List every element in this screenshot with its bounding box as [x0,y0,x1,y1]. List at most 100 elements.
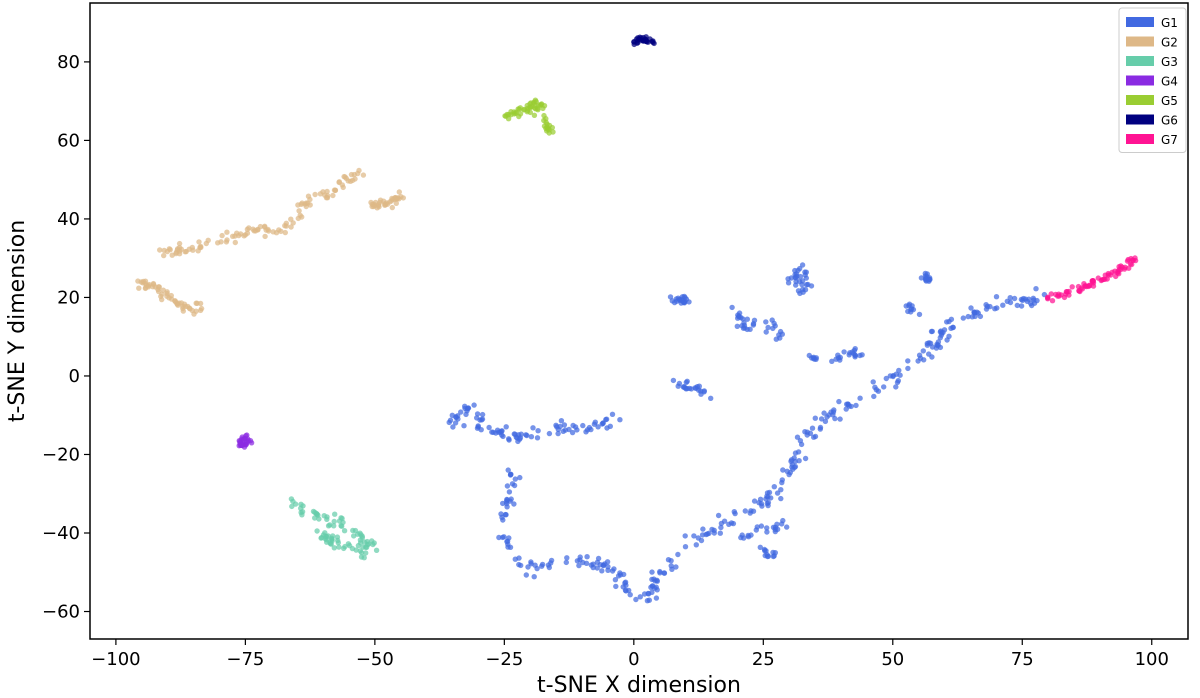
point-g3 [329,536,335,542]
point-g5 [535,102,542,108]
legend-label-g4: G4 [1161,75,1178,89]
legend: G1 G2 G3 G4 G5 G6 G7 [1118,7,1187,153]
point-g1 [734,323,740,329]
point-g3 [331,518,337,525]
point-g1 [751,317,758,323]
point-g1 [926,351,932,357]
point-g1 [681,384,687,390]
point-g1 [832,415,838,422]
point-g2 [255,227,261,233]
point-g7 [1127,261,1134,267]
point-g2 [262,223,268,229]
point-g1 [916,311,923,318]
point-g2 [219,232,225,239]
point-g1 [717,530,723,536]
point-g1 [853,402,859,409]
point-g2 [175,246,181,252]
point-g2 [265,228,272,234]
point-g1 [518,431,524,437]
point-g1 [812,415,818,421]
point-g3 [319,534,325,541]
point-g1 [503,424,509,430]
point-g1 [791,464,798,471]
point-g1 [794,273,800,279]
point-g1 [795,449,802,455]
point-g5 [517,111,524,117]
point-g3 [335,537,341,544]
point-g1 [894,379,901,386]
point-g1 [458,409,464,415]
y-tick-label: 40 [57,209,80,230]
point-g2 [351,171,357,178]
point-g2 [356,167,362,174]
point-g1 [745,532,751,539]
point-g1 [750,508,757,514]
point-g1 [765,324,771,331]
point-g2 [159,296,165,303]
point-g3 [340,519,346,526]
point-g1 [539,561,546,568]
point-g2 [341,173,347,180]
point-g1 [499,514,505,520]
point-g1 [718,524,724,531]
point-g1 [530,425,536,431]
point-g1 [718,520,725,527]
point-g2 [161,252,167,259]
point-g1 [555,430,561,437]
x-axis-label: t-SNE X dimension [537,673,741,698]
point-g3 [300,503,306,509]
point-g7 [1089,279,1096,285]
point-g1 [810,355,817,361]
point-g2 [157,247,163,253]
point-g1 [489,429,495,435]
point-g1 [560,428,566,434]
point-g2 [282,229,288,236]
point-g2 [250,226,256,232]
point-g1 [478,427,484,433]
point-g6 [637,34,643,40]
point-g1 [918,275,925,281]
point-g2 [186,246,192,252]
point-g2 [159,291,165,297]
point-g1 [829,358,835,364]
point-g1 [848,403,854,410]
point-g3 [324,539,330,545]
point-g2 [396,189,402,195]
point-g1 [758,501,765,507]
point-g2 [389,204,395,211]
legend-swatch-g6 [1126,114,1154,125]
point-g1 [645,590,651,597]
point-g1 [693,542,699,548]
point-g1 [763,548,769,554]
point-g1 [922,270,928,277]
point-g1 [764,525,770,531]
point-g1 [588,562,594,568]
point-g1 [849,349,855,355]
point-g1 [763,496,769,502]
point-g2 [169,252,175,258]
point-g1 [824,414,830,420]
point-g1 [528,434,535,440]
point-g1 [695,535,701,541]
point-g1 [857,352,863,359]
point-g1 [599,568,605,574]
point-g2 [172,298,178,304]
point-g1 [504,504,510,510]
legend-label-g6: G6 [1161,114,1178,128]
point-g1 [742,508,748,514]
point-g1 [704,531,711,537]
point-g3 [350,527,356,534]
point-g1 [525,564,531,570]
point-g1 [778,487,784,493]
point-g1 [802,455,809,462]
point-g1 [937,329,944,335]
point-g1 [837,416,843,422]
point-g3 [359,535,365,541]
point-g1 [676,380,683,387]
point-g1 [621,571,627,578]
point-g1 [744,326,750,333]
point-g1 [696,383,702,389]
point-g1 [511,431,517,437]
point-g1 [523,432,529,438]
point-g1 [771,484,777,490]
